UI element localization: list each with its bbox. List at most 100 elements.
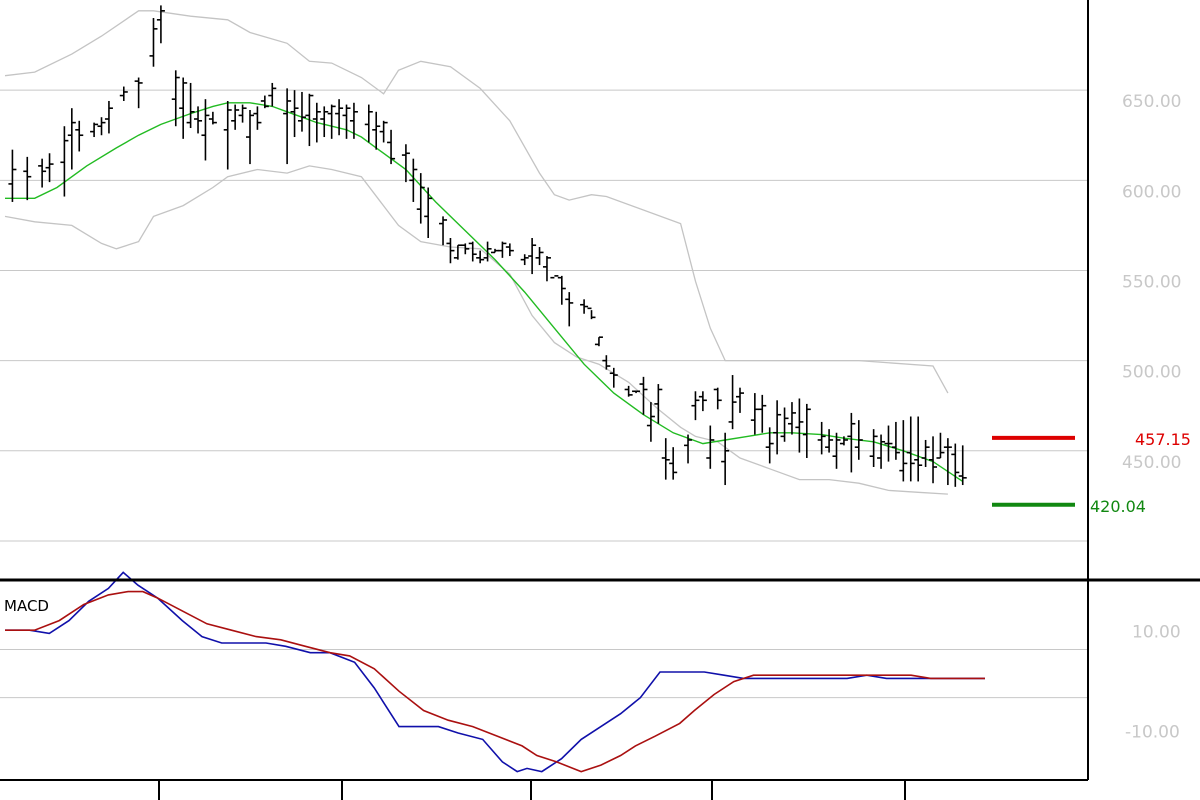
ohlc-bar [231,104,240,130]
ohlc-bar [557,275,566,305]
ohlc-bar [535,247,544,266]
ohlc-bar [728,375,737,430]
ohlc-bar [921,439,930,468]
price-tick-label: 650.00 [1122,92,1181,112]
price-tick-labels: 650.00 600.00 550.00 500.00 450.00 [1122,92,1181,473]
ohlc-bar [349,102,358,139]
ohlc-bar [906,416,915,482]
ohlc-bar [461,243,470,255]
ohlc-bar [929,436,938,484]
ohlc-bar [609,367,618,388]
ohlc-bar [223,100,232,170]
price-tick-label: 500.00 [1122,363,1181,383]
signal-line [5,590,985,773]
ohlc-bar [914,416,923,482]
ohlc-bar [520,254,529,266]
ohlc-bar [721,432,730,486]
ohlc-bar [773,400,782,455]
ohlc-bar [899,420,908,482]
price-tick-label: 450.00 [1122,453,1181,473]
ohlc-bar [409,158,418,202]
ohlc-bar [97,117,106,136]
ohlc-bar [45,153,54,183]
ohlc-bar [260,95,269,109]
ohlc-bar [290,90,299,138]
ohlc-bar [891,421,900,460]
price-grid [0,89,1088,542]
ohlc-bar [765,427,774,464]
ohlc-bar [208,111,217,125]
ohlc-bar [736,387,744,413]
ohlc-bar [550,275,559,279]
ohlc-bar [149,18,158,67]
ohlc-bar [639,376,648,415]
ohlc-bar [186,82,195,129]
ohlc-bar [453,244,462,260]
ohlc-bar [758,394,767,433]
ohlc-bar [90,122,99,138]
ohlc-bar [884,425,893,462]
ohlc-bar [839,436,848,446]
macd-grid [0,648,1088,699]
ohlc-bar [832,432,841,469]
ohlc-bar [401,144,410,183]
ohlc-bar [750,393,759,435]
ohlc-bar [416,173,425,224]
ohlc-bar [446,238,455,264]
ohlc-bar [706,425,715,469]
ohlc-bar [854,420,863,460]
ohlc-bar [825,429,834,453]
ohlc-bar [320,106,329,138]
ohlc-bar [646,402,655,442]
ohlc-bars [8,5,967,487]
ohlc-bar [565,292,574,327]
macd-line [5,571,985,773]
ohlc-bar [67,108,76,170]
x-axis-ticks [158,780,906,800]
ohlc-bar [498,241,507,258]
ohlc-bar [691,391,700,421]
ohlc-bar [268,82,277,107]
macd-tick-labels: 10.00 -10.00 [1125,622,1181,742]
ohlc-bar [594,336,603,347]
ohlc-bar [119,86,128,101]
ohlc-bar [505,243,514,257]
ohlc-bar [468,241,477,262]
ohlc-bar [491,248,499,254]
ohlc-bar [684,434,693,464]
ohlc-bar [580,299,589,314]
ohlc-bar [661,438,670,480]
macd-lines [5,571,985,773]
ohlc-bar [847,412,856,473]
ohlc-bar [936,432,945,459]
ohlc-bar [424,187,433,239]
ohlc-bar [780,407,789,442]
lower-band-line [4,165,948,495]
ohlc-bar [528,238,537,275]
ohlc-bar [38,158,47,188]
ohlc-bar [305,93,314,147]
price-tick-label: 600.00 [1122,182,1181,202]
ohlc-bar [179,77,188,139]
ohlc-bar [171,70,180,127]
ohlc-bar [246,109,254,165]
ohlc-bar [312,102,321,143]
ohlc-bar [134,77,143,109]
ohlc-bar [476,250,485,264]
ohlc-bar [238,104,247,123]
macd-tick-label: 10.00 [1132,622,1181,642]
ohlc-bar [297,91,306,132]
ohlc-bar [542,256,551,282]
ohlc-bar [483,241,492,262]
ohlc-bar [364,104,373,143]
ohlc-bar [439,216,448,246]
ohlc-bar [802,403,811,458]
ohlc-bar [335,99,344,136]
ohlc-bar [342,104,351,139]
price-levels: 457.15 420.04 [992,430,1191,516]
ohlc-bar [958,445,967,486]
ohlc-bar [817,421,826,455]
ohlc-bar [869,429,878,468]
